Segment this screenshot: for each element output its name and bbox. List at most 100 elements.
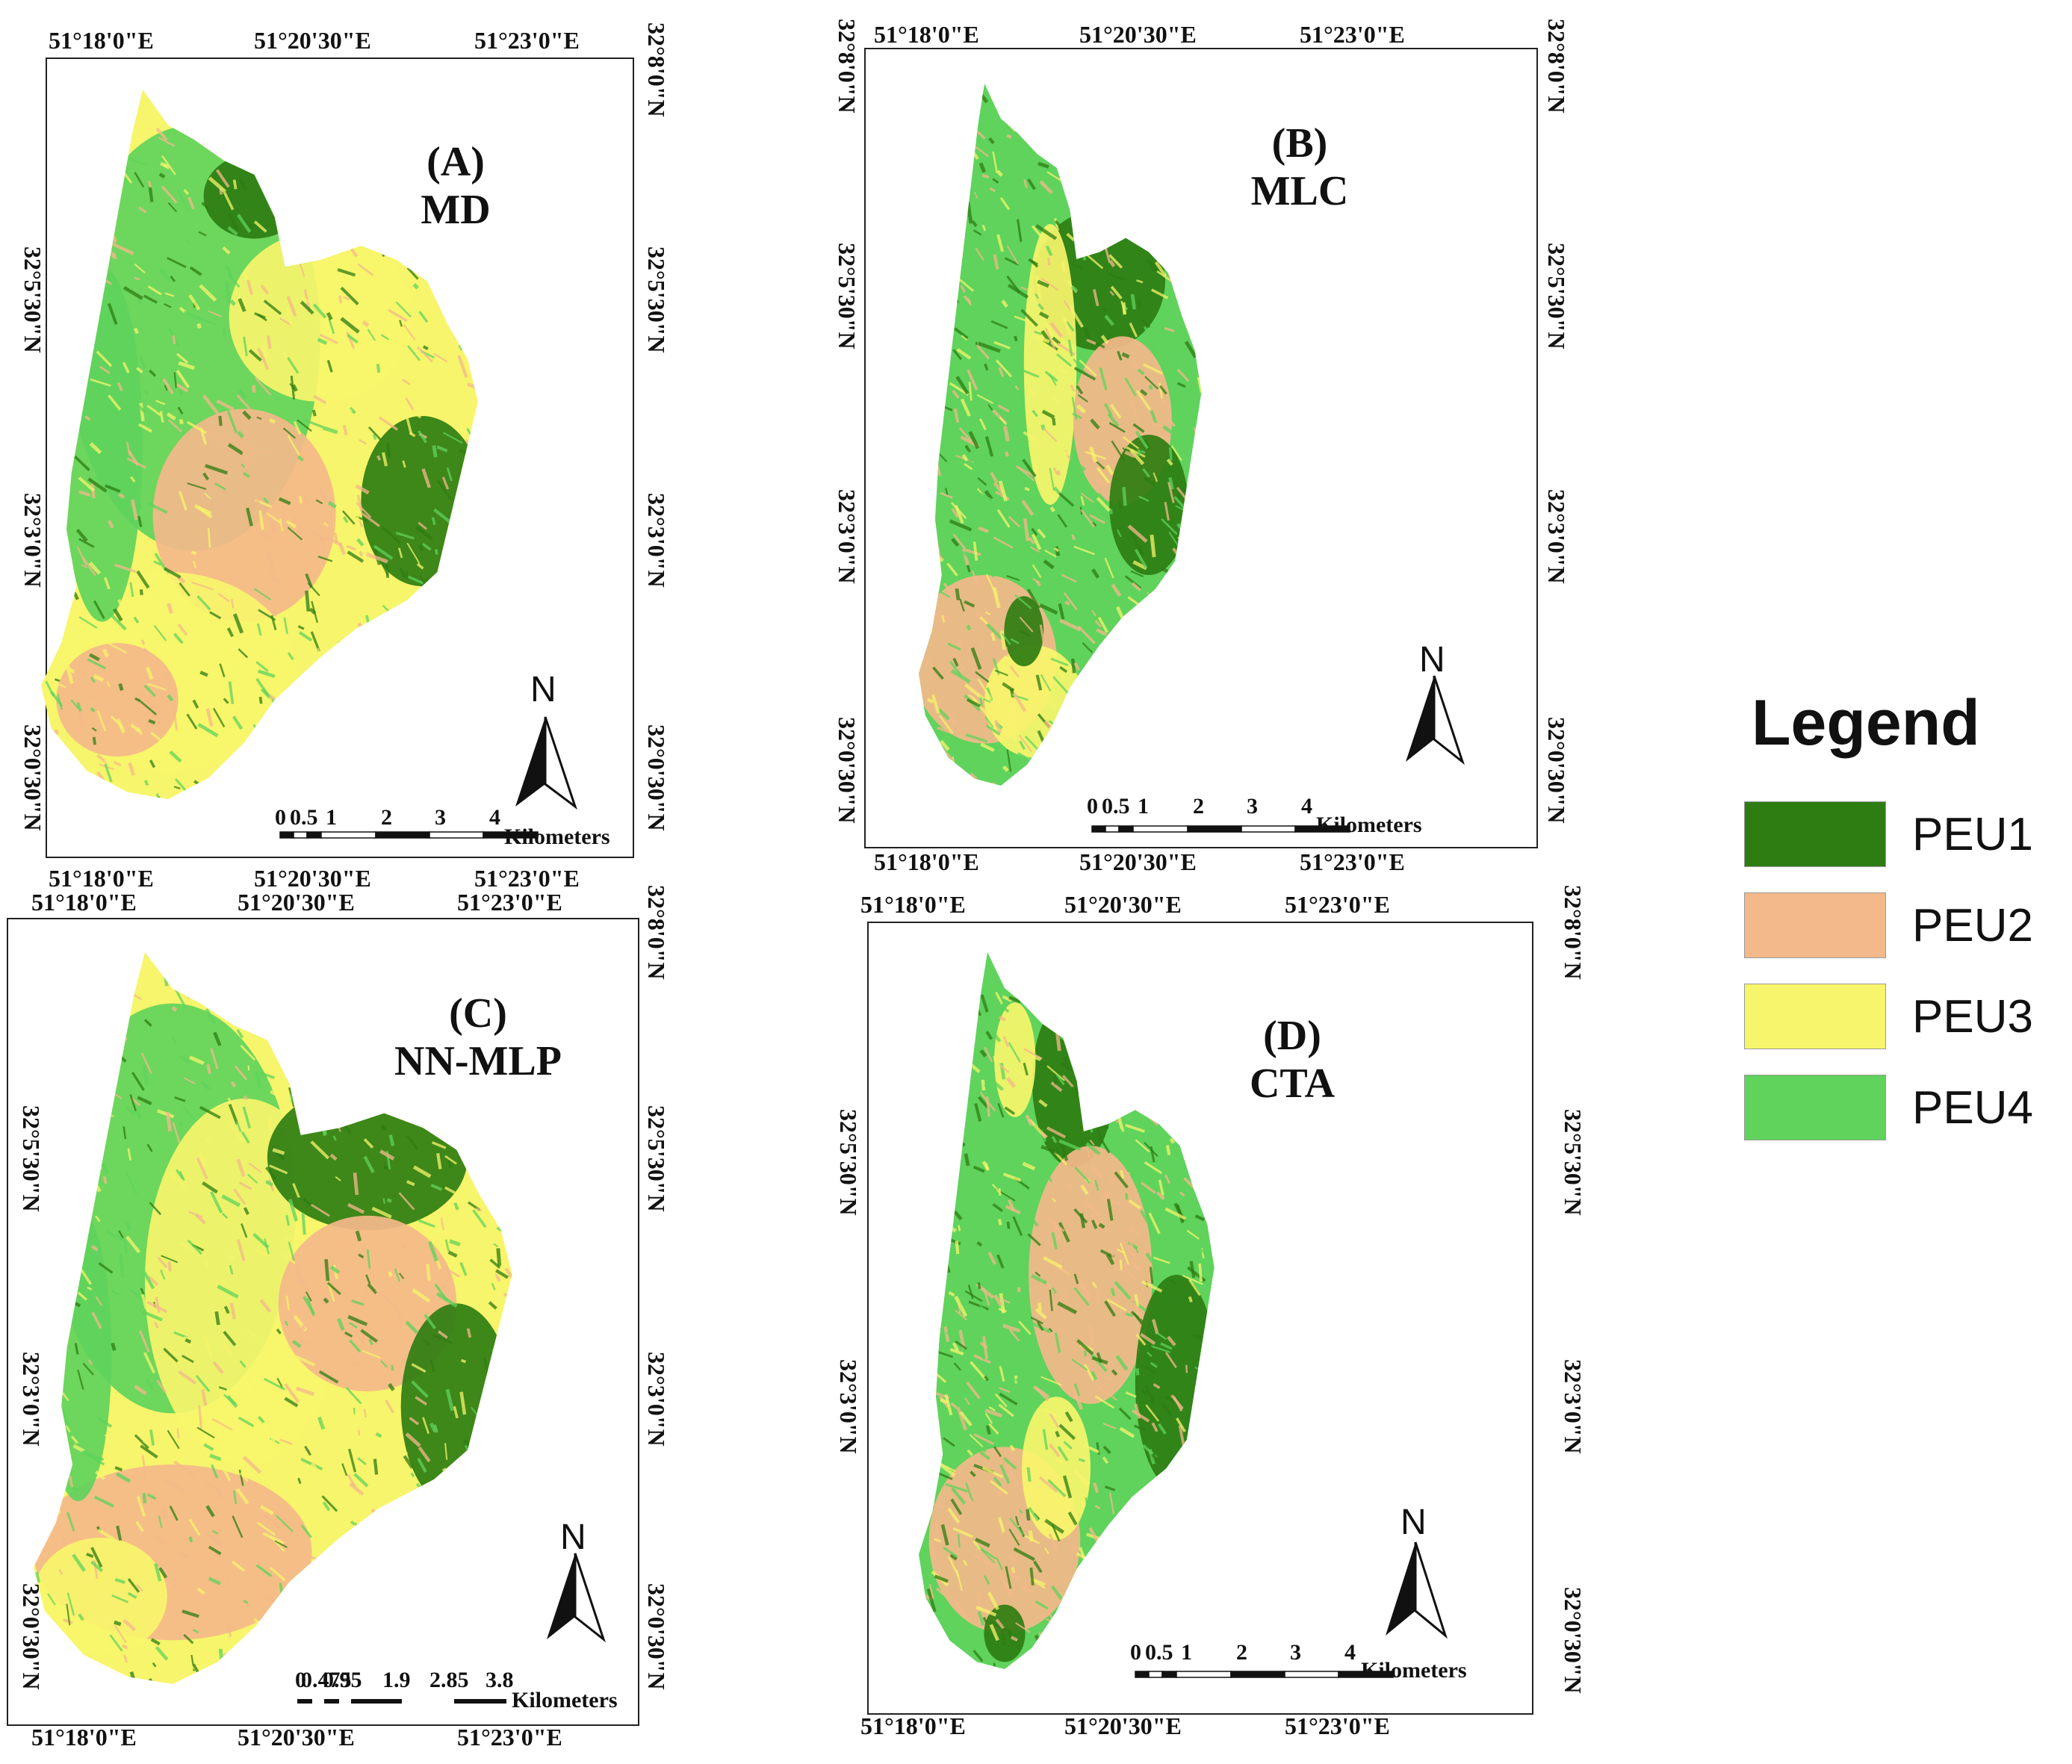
lat-label-left-3: 32°0'30"N [18,1583,45,1690]
lat-label-right-2: 32°5'30"N [643,1105,670,1212]
north-label: N [560,1518,586,1557]
lon-label-top-1: 51°18'0"E [49,27,154,54]
lon-label-top-3: 51°23'0"E [1285,891,1390,918]
scale-tick-1: 0.475 [301,1668,352,1692]
scale-tick-5: 4 [1301,794,1312,819]
lon-label-bottom-3: 51°23'0"E [1300,848,1405,875]
lon-label-bottom-3: 51°23'0"E [474,865,580,892]
map-title-c: (C) NN-MLP [373,990,583,1086]
panel-letter: (C) [449,990,507,1037]
lat-label-right-4: 32°0'30"N [1560,1587,1586,1694]
lat-label-left-2: 32°3'0"N [19,493,46,588]
scale-tick-0: 0 [1130,1640,1141,1665]
map-frame-b [864,48,1538,848]
lat-label-left-3: 32°0'30"N [19,724,46,831]
scale-tick-4: 3 [1247,794,1258,819]
north-label: N [530,670,556,709]
legend-label-peu2: PEU2 [1912,900,2033,951]
lon-label-bottom-3: 51°23'0"E [1285,1712,1390,1739]
method-name: CTA [1249,1060,1336,1108]
lon-label-bottom-2: 51°20'30"E [1079,848,1197,875]
scale-bar-b [1091,825,1350,833]
scale-tick-2: 1 [1138,794,1149,819]
north-arrow-a [515,716,577,810]
scale-bar-a [279,831,539,839]
lat-label-left-1: 32°5'30"N [18,1105,45,1212]
map-panel-c: 51°18'0"E 51°20'30"E 51°23'0"E 51°18'0"E… [0,881,822,1763]
watershed-map-d [919,952,1215,1669]
scale-unit: Kilometers [1316,813,1422,837]
north-label: N [1401,1503,1427,1542]
lat-label-left-2: 32°3'0"N [18,1352,45,1447]
map-title-b: (B) MLC [1225,119,1374,216]
legend-item-peu2: PEU2 [1744,892,2065,960]
lon-label-bottom-3: 51°23'0"E [457,1724,562,1751]
lat-label-right-1: 32°8'0"N [1543,19,1570,114]
scale-tick-1: 0.5 [1102,794,1130,819]
panel-letter: (A) [427,139,485,185]
lat-label-right-2: 32°5'30"N [1560,1109,1586,1216]
lon-label-bottom-1: 51°18'0"E [31,1724,137,1751]
lon-label-bottom-2: 51°20'30"E [1064,1712,1182,1739]
panel-letter: (D) [1263,1013,1321,1059]
method-name: MD [421,187,491,234]
lat-label-right-4: 32°0'30"N [1543,717,1570,824]
lat-label-right-2: 32°5'30"N [643,246,670,353]
lon-label-top-3: 51°23'0"E [474,27,580,54]
scale-tick-2: 1 [1181,1640,1192,1665]
lon-label-top-2: 51°20'30"E [1079,21,1197,48]
map-title-d: (D) CTA [1229,1012,1356,1108]
scale-unit: Kilometers [1361,1658,1467,1683]
lat-label-left-1: 32°8'0"N [834,19,860,114]
scale-tick-1: 0.5 [1145,1640,1173,1665]
scale-tick-4: 3 [435,805,446,830]
legend: Legend PEU1 PEU2 PEU3 PEU4 [1744,691,2065,1169]
legend-item-peu4: PEU4 [1744,1075,2065,1142]
lon-label-top-3: 51°23'0"E [1300,21,1405,48]
panel-letter: (B) [1271,120,1328,167]
lat-label-right-1: 32°8'0"N [1560,885,1586,980]
lat-label-left-4: 32°0'30"N [834,717,860,824]
lat-label-left-2: 32°3'0"N [835,1359,862,1454]
legend-swatch-peu2 [1744,892,1886,958]
lat-label-right-3: 32°3'0"N [1560,1359,1586,1454]
map-title-a: (A) MD [388,138,523,235]
scale-tick-2: 0.95 [323,1668,362,1692]
scale-tick-2: 1 [326,805,337,830]
lat-label-right-3: 32°3'0"N [643,1352,670,1447]
method-name: MLC [1250,168,1349,215]
scale-tick-1: 0.5 [290,805,318,830]
lat-label-right-1: 32°8'0"N [643,22,670,117]
lon-label-top-1: 51°18'0"E [874,21,979,48]
scale-tick-4: 2.85 [429,1668,469,1692]
lon-label-top-2: 51°20'30"E [254,27,371,54]
map-panel-b: 51°18'0"E 51°20'30"E 51°23'0"E 51°18'0"E… [822,0,1643,889]
lon-label-top-1: 51°18'0"E [860,891,966,918]
scale-tick-0: 0 [1087,794,1098,819]
lon-label-top-2: 51°20'30"E [238,889,355,916]
legend-swatch-peu4 [1744,1075,1886,1140]
north-arrow-b [1406,675,1465,765]
lat-label-right-2: 32°5'30"N [1543,243,1570,350]
map-panel-a: 51°18'0"E 51°20'30"E 51°23'0"E 51°18'0"E… [0,0,822,892]
map-panel-d: 51°18'0"E 51°20'30"E 51°23'0"E 51°18'0"E… [822,881,1643,1763]
lat-label-left-2: 32°5'30"N [834,243,860,350]
scale-tick-3: 1.9 [382,1668,411,1692]
lon-label-bottom-2: 51°20'30"E [238,1724,355,1751]
north-arrow-c [547,1553,606,1643]
lon-label-bottom-1: 51°18'0"E [860,1712,966,1739]
legend-item-peu1: PEU1 [1744,801,2065,869]
lon-label-bottom-2: 51°20'30"E [254,865,371,892]
method-name: NN-MLP [394,1038,562,1085]
scale-tick-5: 4 [1344,1640,1356,1665]
map-frame-a [41,58,634,858]
lat-label-left-3: 32°3'0"N [834,489,860,584]
lat-label-right-4: 32°0'30"N [643,1583,670,1690]
lat-label-left-1: 32°5'30"N [835,1109,862,1216]
scale-tick-0: 0 [275,805,286,830]
legend-label-peu4: PEU4 [1912,1082,2033,1134]
lat-label-left-1: 32°5'30"N [19,246,46,353]
legend-title: Legend [1752,687,1980,759]
scale-tick-3: 2 [1236,1640,1247,1665]
legend-label-peu3: PEU3 [1912,991,2033,1043]
